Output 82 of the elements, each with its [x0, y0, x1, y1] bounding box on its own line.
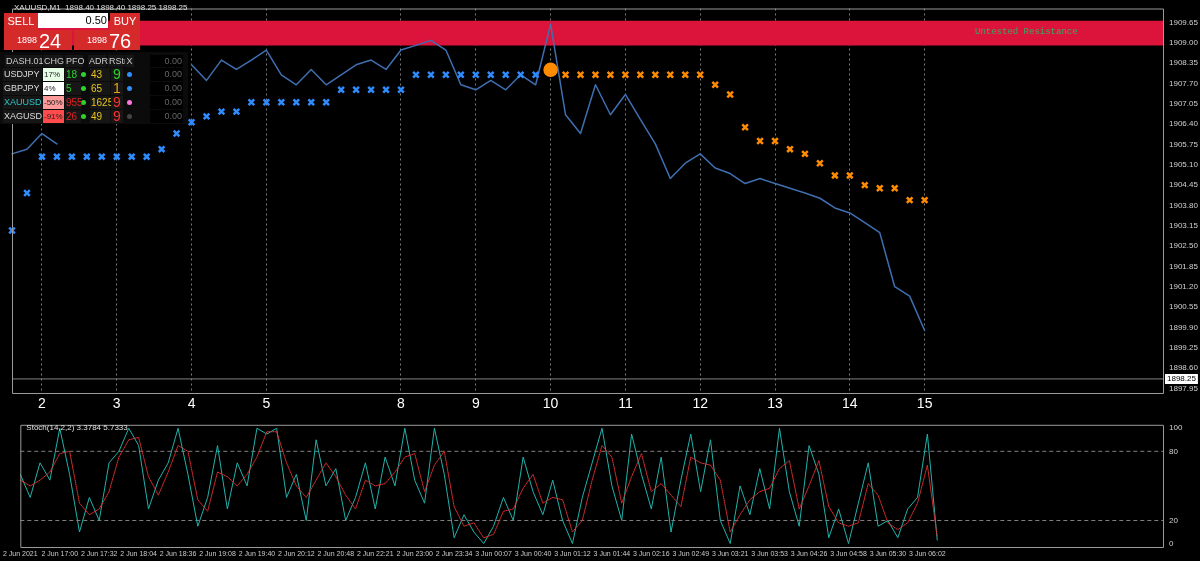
- x-tick-label: 14: [842, 395, 858, 412]
- x-tick-label: 12: [692, 395, 709, 412]
- annotation: 24: [38, 30, 72, 52]
- annotation: 1898: [74, 30, 108, 50]
- annotation: 76: [108, 30, 140, 52]
- y-tick-label: 1901.85: [1169, 261, 1199, 271]
- y-tick-label: 100: [1169, 423, 1183, 433]
- y-tick-label: 1905.75: [1169, 139, 1199, 149]
- y-tick-label: 1903.80: [1169, 200, 1199, 210]
- annotation: 955: [65, 96, 83, 109]
- point: [576, 70, 585, 79]
- annotation: GBPJPY: [3, 82, 42, 95]
- annotation: -91%: [43, 110, 64, 123]
- annotation: PFO: [65, 55, 85, 67]
- annotation: 0.00: [150, 55, 183, 67]
- ref-line-label: 1898.25: [1167, 374, 1197, 384]
- annotation: 0.00: [150, 96, 183, 109]
- y-tick-label: 0: [1169, 538, 1174, 548]
- x-tick-label: 2: [38, 395, 47, 412]
- point: [543, 62, 558, 78]
- annotation: 18: [65, 68, 81, 81]
- annotation: 5: [65, 82, 81, 95]
- annotation: XAGUSD: [3, 110, 43, 123]
- annotation: 0.00: [150, 110, 183, 123]
- y-tick-label: 1903.15: [1169, 220, 1199, 230]
- annotation: 65: [90, 82, 110, 95]
- y-tick-label: 1907.70: [1169, 78, 1199, 88]
- y-tick-label: 1905.10: [1169, 160, 1199, 169]
- point: [591, 70, 600, 79]
- y-tick-label: 1897.95: [1169, 383, 1199, 393]
- y-tick-label: 1909.00: [1169, 38, 1199, 48]
- x-tick-label: 10: [542, 395, 559, 412]
- annotation: 0.00: [150, 68, 183, 81]
- y-tick-label: 1901.20: [1169, 281, 1199, 291]
- chart-title: Stoch(14,2,2) 3.3784 5.7333: [26, 423, 129, 433]
- point: [37, 152, 46, 161]
- x-tick-label: 9: [471, 395, 480, 412]
- annotation: X: [125, 55, 134, 67]
- point: [726, 90, 735, 99]
- chart-title: XAUUSD,M1 1898.40 1898.40 1898.25 1898.25: [14, 3, 189, 13]
- annotation: 49: [90, 110, 110, 123]
- x-tick-label: 4: [187, 395, 196, 412]
- y-tick-label: 1907.05: [1169, 99, 1199, 109]
- annotation: 43: [90, 68, 110, 81]
- y-tick-label: 1899.25: [1169, 342, 1199, 352]
- x-tick-label: 13: [767, 395, 784, 412]
- annotation: USDJPY: [3, 68, 42, 81]
- x-tick-label: 15: [916, 395, 933, 412]
- y-tick-label: 1902.50: [1169, 241, 1199, 251]
- y-tick-label: 1898.60: [1169, 363, 1199, 373]
- annotation: ADR: [88, 55, 109, 67]
- annotation: 0.00: [150, 82, 183, 95]
- annotation: XAUUSD: [3, 96, 42, 109]
- y-tick-label: 1899.90: [1169, 322, 1199, 332]
- y-tick-label: 1909.65: [1169, 17, 1199, 27]
- annotation: CHG: [43, 55, 64, 67]
- annotation: 9: [111, 66, 123, 82]
- y-tick-label: 1908.35: [1169, 58, 1199, 68]
- y-tick-label: 80: [1169, 446, 1179, 456]
- y-tick-label: 1900.55: [1169, 302, 1199, 312]
- x-tick-label: 8: [397, 395, 406, 412]
- x-tick-label: 3: [112, 395, 121, 412]
- annotation: -50%: [43, 96, 64, 109]
- point: [920, 196, 929, 205]
- annotation: SELL: [4, 13, 38, 30]
- x-tick-label: 11: [618, 395, 633, 412]
- annotation: DASH.01: [5, 55, 44, 67]
- annotation: BUY: [110, 13, 140, 30]
- annotation: 9: [111, 108, 123, 124]
- annotation: 4%: [43, 82, 64, 95]
- y-tick-label: 1904.45: [1169, 180, 1199, 190]
- x-tick-label: 5: [262, 395, 271, 412]
- annotation: Untested Resistance: [975, 27, 1078, 38]
- annotation: 1898: [4, 30, 38, 50]
- annotation: 1: [111, 80, 123, 96]
- y-tick-label: 1906.40: [1169, 119, 1199, 129]
- y-tick-label: 20: [1169, 515, 1179, 525]
- annotation: 0.50: [38, 13, 108, 28]
- point: [830, 171, 839, 180]
- annotation: 17%: [43, 68, 64, 81]
- point: [845, 171, 854, 180]
- annotation: 26: [65, 110, 81, 123]
